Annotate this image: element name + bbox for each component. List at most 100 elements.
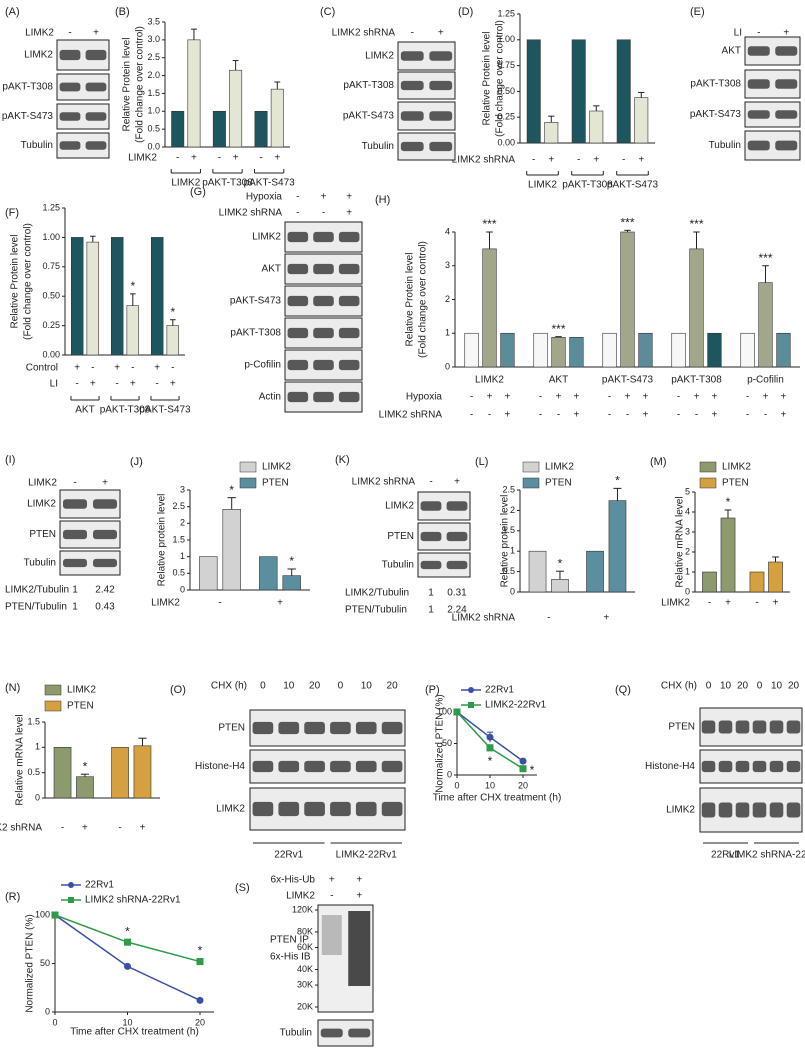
condition-sign: - — [577, 155, 580, 166]
panel-label: (J) — [130, 456, 143, 468]
panel-label: (L) — [475, 456, 488, 468]
significance: * — [198, 944, 203, 958]
band — [420, 560, 442, 570]
ratio-label: LIMK2/Tubulin — [345, 588, 409, 599]
condition-sign: - — [470, 392, 473, 403]
lane-header: + — [102, 478, 108, 489]
y-tick-label: 1.5 — [147, 88, 160, 98]
band — [381, 801, 403, 817]
lane-header: 10 — [361, 681, 373, 692]
condition-label: LIMK2 — [128, 153, 157, 164]
blot-row-label: Tubulin — [24, 558, 56, 569]
condition-sign: - — [622, 155, 625, 166]
y-tick-label: 2 — [510, 505, 515, 515]
band — [313, 295, 334, 307]
blot-row-label: pAKT-T308 — [343, 80, 394, 91]
bar — [212, 110, 226, 148]
panel-label: (E) — [690, 6, 705, 18]
lane-header: - — [757, 28, 760, 39]
blot-row-label: LIMK2 — [666, 805, 695, 816]
band — [338, 295, 360, 307]
band — [735, 720, 750, 734]
blot-row-label: LIMK2 — [27, 499, 56, 510]
blot-row-label: Tubulin — [709, 140, 741, 151]
group-label: pAKT-S473 — [607, 180, 659, 191]
y-tick-label: 0.5 — [172, 568, 185, 578]
panel-label: (Q) — [615, 684, 631, 696]
condition-sign: + — [781, 392, 787, 403]
bar — [282, 575, 301, 591]
condition-sign: - — [708, 598, 711, 609]
legend-label: LIMK2 — [545, 462, 574, 473]
y-axis-label: Relative Protein level — [405, 253, 416, 347]
lane-header: + — [356, 875, 362, 886]
lane-header: - — [68, 28, 71, 39]
y-tick-label: 5 — [685, 486, 690, 496]
x-tick-label: 0 — [454, 780, 459, 790]
blot-frame — [699, 749, 803, 784]
y-tick-label: 2.5 — [147, 52, 160, 62]
blot-label: PTEN IP — [270, 935, 309, 946]
lane-header: 10 — [283, 681, 295, 692]
condition-label: LIMK2 shRNA — [452, 613, 516, 624]
bar — [776, 332, 791, 368]
condition-sign: - — [539, 410, 542, 421]
band — [252, 801, 274, 817]
condition-label: Hypoxia — [406, 392, 443, 403]
lane-header: 0 — [757, 681, 763, 692]
band — [59, 112, 81, 121]
blot-row-label: PTEN — [29, 529, 56, 540]
bar — [638, 332, 653, 368]
condition-sign: + — [154, 363, 160, 374]
bar — [758, 282, 773, 368]
lane-header: + — [346, 192, 352, 203]
group-label: p-Cofilin — [747, 375, 784, 386]
condition-sign: - — [488, 410, 491, 421]
significance: *** — [482, 217, 496, 231]
lane-group-label: LIMK2-22Rv1 — [336, 850, 398, 861]
legend-swatch — [239, 477, 257, 489]
ratio-value: 1 — [428, 605, 434, 616]
significance: *** — [689, 217, 703, 231]
condition-sign: - — [470, 410, 473, 421]
bar — [551, 579, 569, 593]
band — [278, 760, 300, 773]
condition-sign: - — [176, 153, 179, 164]
x-axis-label: Time after CHX treatment (h) — [70, 1027, 199, 1038]
band — [252, 721, 274, 735]
lane-header: 0 — [260, 681, 266, 692]
bar — [533, 332, 548, 368]
significance: *** — [758, 251, 772, 265]
band — [338, 391, 360, 403]
bar — [768, 561, 783, 593]
ratio-value: 1 — [72, 602, 78, 613]
y-tick-label: 1 — [685, 566, 690, 576]
blot-row-label: Actin — [259, 392, 281, 403]
legend-label: PTEN — [722, 478, 749, 489]
lane-group-label: 22Rv1 — [274, 850, 303, 861]
y-axis-label: Normalized PTEN (%) — [25, 914, 36, 1012]
band — [735, 760, 750, 773]
group-label: LIMK2 — [171, 178, 200, 189]
bar — [254, 110, 268, 148]
y-tick-label: 1.0 — [147, 106, 160, 116]
condition-sign: - — [547, 613, 550, 624]
condition-sign: - — [131, 363, 134, 374]
bar — [86, 241, 100, 356]
condition-sign: + — [625, 392, 631, 403]
y-axis-label: Relative protein level — [157, 494, 168, 587]
y-tick-label: 0 — [510, 586, 515, 596]
lane-header: + — [329, 875, 335, 886]
legend-label: PTEN — [67, 701, 94, 712]
significance: *** — [620, 215, 634, 229]
band — [320, 1028, 343, 1038]
condition-sign: + — [277, 598, 283, 609]
band — [330, 721, 351, 735]
y-tick-label: 1 — [35, 742, 40, 752]
significance: * — [170, 305, 175, 319]
condition-label: LIMK2 — [151, 598, 180, 609]
condition-label: LIMK2 — [661, 598, 690, 609]
point — [453, 708, 461, 716]
size-marker: 60K — [297, 942, 313, 952]
panel-label: (D) — [458, 6, 473, 18]
